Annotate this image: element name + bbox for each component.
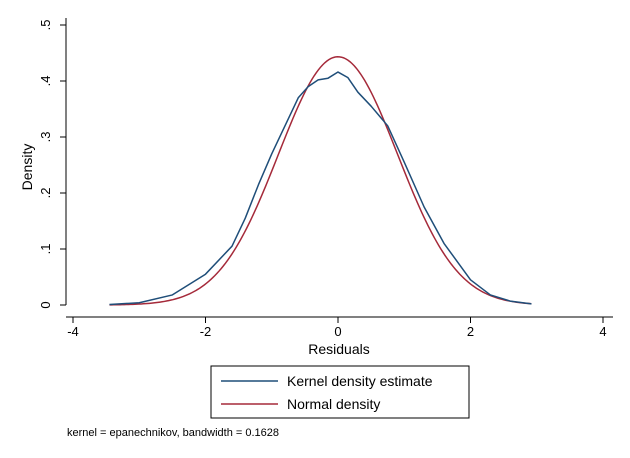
legend: Kernel density estimate Normal density	[210, 365, 470, 419]
x-tick-group: -4 -2 0 2 4	[67, 317, 607, 339]
y-tick-label: 0	[38, 301, 53, 308]
x-tick-label: 2	[467, 324, 474, 339]
series-line-kernel-density	[109, 71, 532, 306]
x-tick-label: 0	[334, 324, 341, 339]
legend-box	[210, 365, 470, 419]
y-tick-label: .2	[38, 188, 53, 199]
plot-area	[109, 56, 532, 306]
kernel-note: kernel = epanechnikov, bandwidth = 0.162…	[67, 427, 279, 439]
x-tick-label: -2	[200, 324, 212, 339]
y-axis-label: Density	[19, 144, 35, 191]
y-tick-label: .4	[38, 76, 53, 87]
x-tick-label: -4	[67, 324, 79, 339]
series-line-normal-density	[109, 56, 532, 306]
x-axis-label: Residuals	[308, 341, 369, 357]
legend-label-normal: Normal density	[287, 396, 380, 412]
y-tick-label: .5	[38, 20, 53, 31]
y-tick-label: .3	[38, 132, 53, 143]
legend-label-kernel: Kernel density estimate	[287, 373, 433, 389]
x-tick-label: 4	[599, 324, 606, 339]
y-tick-group: 0 .1 .2 .3 .4 .5	[38, 20, 66, 309]
y-tick-label: .1	[38, 244, 53, 255]
